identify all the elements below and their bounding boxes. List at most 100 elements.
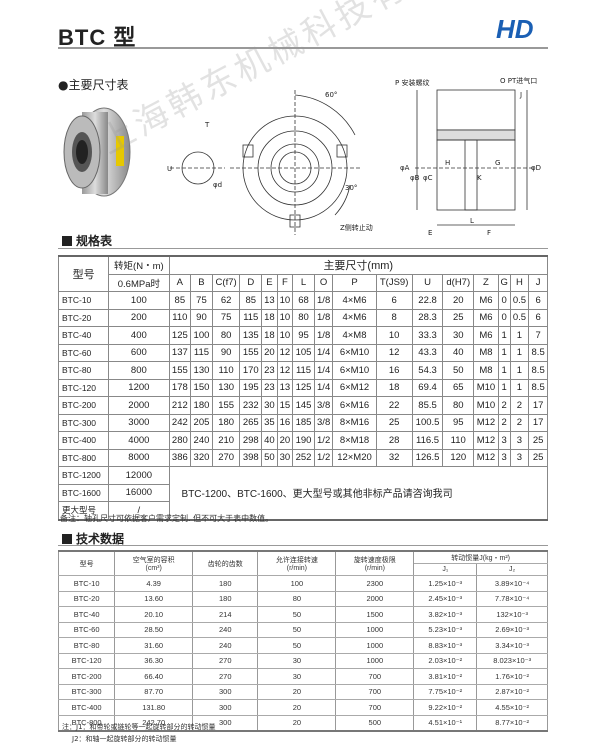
value-cell: 20 (276, 431, 294, 450)
column-header: O (313, 273, 334, 292)
model-cell: BTC-1200 (57, 466, 110, 485)
value-cell: 3.82×10⁻³ (413, 606, 478, 623)
value-cell: 298 (239, 431, 263, 450)
value-cell: 105 (292, 343, 315, 362)
label-60: 60° (325, 91, 337, 99)
label-u: U (167, 165, 172, 173)
table-row: BTC-60 600 137 115 90 155 20 12 105 1/4 6×M10 12 43.… (57, 343, 548, 362)
value-cell: 155 (211, 396, 241, 415)
model-cell: BTC-40 (57, 326, 110, 345)
value-cell: 50 (257, 637, 337, 654)
table-row: BTC-1600 16000 (57, 483, 548, 502)
header-model: 型号 (57, 255, 110, 292)
value-cell: 130 (190, 361, 213, 380)
column-header: 齿轮的齿数 (192, 551, 259, 576)
model-cell: BTC-120 (57, 378, 110, 397)
value-cell: 75 (190, 291, 213, 310)
value-cell: 100 (108, 291, 170, 310)
value-cell: 265 (239, 413, 263, 432)
value-cell: 1 (497, 361, 511, 380)
table-row: BTC-80 800 155 130 110 170 23 12 115 1/4 6×M10 16 54… (57, 361, 548, 380)
value-cell: 3/8 (313, 413, 334, 432)
value-cell: 125 (292, 378, 315, 397)
value-cell: 0.5 (509, 291, 530, 310)
value-cell: 6×M10 (332, 343, 377, 362)
value-cell: 126.5 (411, 448, 444, 467)
spec-divider (58, 248, 548, 249)
value-cell: 2000 (108, 396, 170, 415)
value-cell: 190 (292, 431, 315, 450)
tech-divider (58, 545, 548, 546)
value-cell: 12 (375, 343, 413, 362)
value-cell: 110 (442, 431, 475, 450)
value-cell: 3 (509, 431, 530, 450)
value-cell: 115 (292, 361, 315, 380)
column-header: A (168, 273, 192, 292)
table-row: BTC-20 13.60 180 80 2000 2.45×10⁻³ 7.78×10⁻⁴ (57, 591, 548, 607)
value-cell: 13.60 (114, 591, 194, 607)
spec-note: 备注：轴孔尺寸可依据客户需求定制. 但不可大于表中数值。 (60, 514, 274, 523)
dimension-drawing: T U φd 60° 30° Z侧转止动 P 安装螺纹 O PT进气口 J H … (167, 76, 541, 237)
value-cell: 1000 (335, 637, 415, 654)
label-30: 30° (345, 184, 357, 192)
column-header: E (261, 273, 278, 292)
value-cell: 1/8 (313, 291, 334, 310)
value-cell: 40 (261, 431, 278, 450)
value-cell: 25 (375, 413, 413, 432)
value-cell: 120 (442, 448, 475, 467)
value-cell: 15 (276, 396, 294, 415)
value-cell: 22.8 (411, 291, 444, 310)
value-cell: 16 (276, 413, 294, 432)
value-cell: 180 (192, 575, 259, 592)
value-cell: 240 (192, 637, 259, 654)
header-dims: 主要尺寸(mm) (168, 255, 549, 275)
column-header: 空气室的容积 (cm³) (114, 551, 194, 576)
value-cell: 1/4 (313, 378, 334, 397)
model-cell: BTC-200 (57, 396, 110, 415)
label-o: O PT进气口 (500, 76, 537, 85)
value-cell: 4×M6 (332, 291, 377, 310)
value-cell: 386 (168, 448, 192, 467)
value-cell: 3.34×10⁻³ (476, 637, 548, 654)
value-cell: 7 (528, 326, 548, 345)
value-cell: 205 (190, 413, 213, 432)
value-cell: 28.3 (411, 308, 444, 327)
value-cell: 10 (276, 308, 294, 327)
value-cell: 65 (442, 378, 475, 397)
column-header: 旋转速度极限 (r/min) (335, 551, 415, 576)
square-bullet-icon (62, 236, 72, 246)
value-cell: 178 (168, 378, 192, 397)
value-cell: 300 (192, 715, 259, 732)
value-cell: 17 (528, 413, 548, 432)
column-header: J (528, 273, 548, 292)
value-cell: 132×10⁻³ (476, 606, 548, 623)
table-row: BTC-800 8000 386 320 270 398 50 30 252 1/2 12×M20 3… (57, 448, 548, 467)
value-cell: 1.25×10⁻³ (413, 575, 478, 592)
value-cell: 85 (239, 291, 263, 310)
label-g: G (495, 159, 500, 167)
value-cell: 240 (192, 622, 259, 638)
logo-text: HD (496, 14, 534, 42)
value-cell: 23 (261, 378, 278, 397)
value-cell: 212 (168, 396, 192, 415)
value-cell: 185 (292, 413, 315, 432)
table-row: BTC-400 131.80 300 20 700 9.22×10⁻² 4.55×10⁻² (57, 699, 548, 716)
value-cell: 3/8 (313, 396, 334, 415)
value-cell: 1/8 (313, 308, 334, 327)
value-cell: 195 (239, 378, 263, 397)
column-header: L (292, 273, 315, 292)
dimensions-heading: ●主要尺寸表 (58, 78, 129, 92)
value-cell: 150 (190, 378, 213, 397)
value-cell: / (108, 501, 170, 520)
column-header: Z (473, 273, 499, 292)
table-row: BTC-10 100 85 75 62 85 13 10 68 1/8 4×M6 6 22.8 20 M6 0… (57, 291, 548, 310)
hd-logo: HD (496, 14, 534, 42)
value-cell: 33.3 (411, 326, 444, 345)
model-cell: BTC-120 (57, 653, 116, 669)
value-cell: 2.03×10⁻² (413, 653, 478, 669)
value-cell: 23 (261, 361, 278, 380)
value-cell: 115 (190, 343, 213, 362)
model-cell: 更大型号 (57, 501, 110, 520)
value-cell: 36.30 (114, 653, 194, 669)
column-header: 型号 (57, 551, 116, 576)
